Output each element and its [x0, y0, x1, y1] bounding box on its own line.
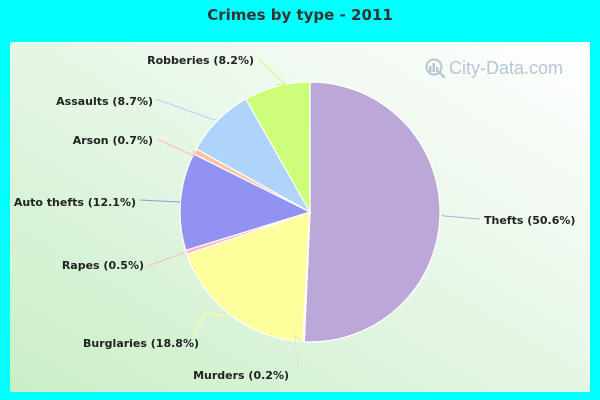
- label-layer: Thefts (50.6%) Murders (0.2%) Burglaries (…: [14, 54, 576, 382]
- slice-label-assaults: Assaults (8.7%): [56, 95, 153, 108]
- leader-line-thefts: [441, 214, 481, 220]
- watermark-search-icon: [425, 58, 446, 79]
- pie-slice-burglaries: [186, 211, 311, 343]
- watermark-text: City-Data.com: [449, 58, 563, 78]
- slice-label-auto-thefts: Auto thefts (12.1%): [14, 196, 136, 209]
- leader-line-arson: [156, 138, 195, 157]
- pie-chart-svg: City-Data.com Thefts (50.6%) Murders (0.2…: [10, 42, 590, 392]
- slice-label-murders: Murders (0.2%): [193, 369, 289, 382]
- slice-label-burglaries: Burglaries (18.8%): [83, 337, 199, 350]
- leader-line-rapes: [147, 252, 185, 267]
- leader-line-murders: [294, 333, 304, 369]
- slice-label-arson: Arson (0.7%): [73, 134, 153, 147]
- chart-title: Crimes by type - 2011: [207, 6, 393, 24]
- watermark-group: City-Data.com: [425, 58, 563, 79]
- plot-panel: City-Data.com Thefts (50.6%) Murders (0.2…: [10, 42, 590, 392]
- leader-line-assaults: [155, 98, 217, 121]
- leader-layer: [139, 57, 481, 369]
- pie-slice-auto-thefts: [179, 153, 312, 252]
- pie-layer: [179, 81, 441, 343]
- slice-label-robberies: Robberies (8.2%): [147, 54, 254, 67]
- slice-label-rapes: Rapes (0.5%): [62, 259, 144, 272]
- leader-line-robberies: [257, 57, 288, 86]
- pie-slice-thefts: [303, 81, 441, 343]
- leader-line-burglaries: [192, 311, 231, 338]
- leader-line-auto-thefts: [139, 199, 181, 203]
- pie-slice-robberies: [245, 81, 311, 215]
- slice-label-thefts: Thefts (50.6%): [484, 214, 575, 227]
